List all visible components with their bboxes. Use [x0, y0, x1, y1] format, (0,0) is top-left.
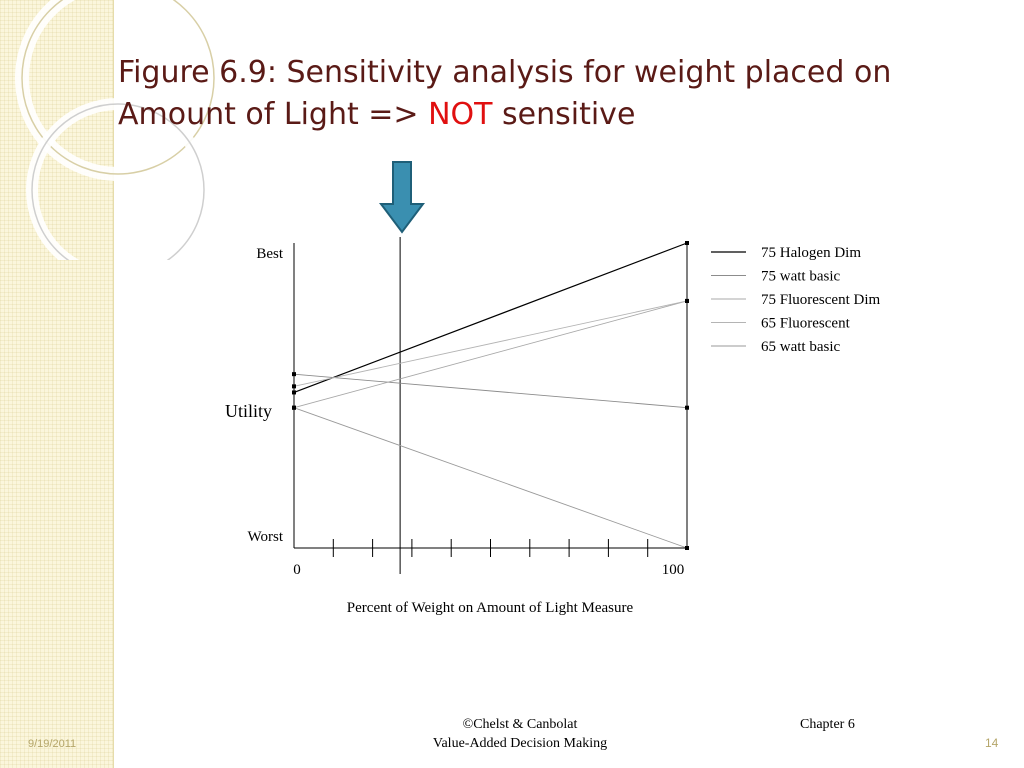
footer-credits: ©Chelst & Canbolat Value-Added Decision … — [400, 715, 640, 753]
chart-ticks — [332, 539, 649, 557]
series-line-0 — [293, 242, 688, 394]
chart-series — [292, 241, 689, 550]
series-point-1-0 — [292, 372, 296, 377]
y-bottom-label: Worst — [248, 529, 284, 545]
series-line-3 — [293, 300, 688, 387]
series-point-3-0 — [292, 384, 296, 389]
legend-label-1: 75 watt basic — [761, 269, 840, 285]
x-tick-label-end: 100 — [662, 562, 685, 578]
x-axis-label: Percent of Weight on Amount of Light Mea… — [347, 600, 634, 616]
chart-axes — [293, 237, 688, 574]
series-point-0-0 — [292, 390, 296, 395]
series-line-1 — [293, 373, 688, 409]
series-point-0-1 — [685, 241, 689, 245]
title-tail: sensitive — [492, 97, 636, 132]
legend-label-4: 65 watt basic — [761, 339, 840, 355]
legend-label-3: 65 Fluorescent — [761, 316, 851, 332]
footer-chapter: Chapter 6 — [800, 717, 855, 732]
series-line-2 — [293, 300, 688, 409]
y-top-label: Best — [256, 246, 284, 262]
footer-copyright: ©Chelst & Canbolat — [462, 717, 578, 732]
series-line-4 — [293, 407, 688, 549]
footer-book: Value-Added Decision Making — [432, 736, 608, 751]
down-arrow-icon — [379, 161, 425, 234]
series-point-4-0 — [292, 405, 296, 410]
series-point-4-1 — [685, 546, 689, 550]
footer-page-number: 14 — [985, 736, 999, 750]
slide-title: Figure 6.9: Sensitivity analysis for wei… — [118, 52, 998, 136]
decorative-circles — [15, 0, 221, 260]
title-highlight: NOT — [428, 97, 493, 132]
title-main: Figure 6.9: Sensitivity analysis for wei… — [118, 55, 892, 132]
legend-label-0: 75 Halogen Dim — [761, 245, 861, 261]
series-point-1-1 — [685, 405, 689, 410]
chart-legend: 75 Halogen Dim 75 watt basic 75 Fluorescen… — [711, 245, 880, 355]
series-point-3-1 — [685, 298, 689, 303]
x-tick-label-start: 0 — [293, 562, 301, 578]
y-axis-label: Utility — [225, 401, 272, 421]
legend-label-2: 75 Fluorescent Dim — [761, 292, 880, 308]
footer-date: 9/19/2011 — [28, 738, 77, 750]
